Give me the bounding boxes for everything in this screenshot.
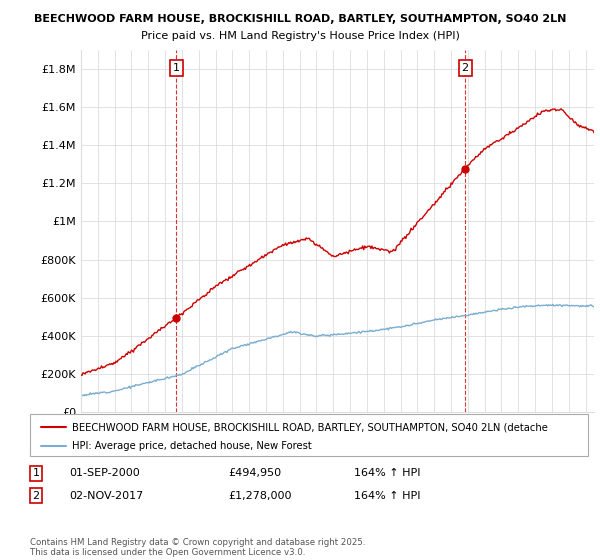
FancyBboxPatch shape [30, 414, 588, 456]
Text: HPI: Average price, detached house, New Forest: HPI: Average price, detached house, New … [72, 441, 311, 451]
Text: £494,950: £494,950 [228, 468, 281, 478]
Text: 1: 1 [173, 63, 180, 73]
Text: £1,278,000: £1,278,000 [228, 491, 292, 501]
Text: 02-NOV-2017: 02-NOV-2017 [69, 491, 143, 501]
Text: 2: 2 [461, 63, 469, 73]
Text: Contains HM Land Registry data © Crown copyright and database right 2025.
This d: Contains HM Land Registry data © Crown c… [30, 538, 365, 557]
Text: BEECHWOOD FARM HOUSE, BROCKISHILL ROAD, BARTLEY, SOUTHAMPTON, SO40 2LN (detache: BEECHWOOD FARM HOUSE, BROCKISHILL ROAD, … [72, 422, 548, 432]
Text: 164% ↑ HPI: 164% ↑ HPI [354, 468, 421, 478]
Text: Price paid vs. HM Land Registry's House Price Index (HPI): Price paid vs. HM Land Registry's House … [140, 31, 460, 41]
Text: 2: 2 [32, 491, 40, 501]
Text: 164% ↑ HPI: 164% ↑ HPI [354, 491, 421, 501]
Text: 1: 1 [32, 468, 40, 478]
Text: BEECHWOOD FARM HOUSE, BROCKISHILL ROAD, BARTLEY, SOUTHAMPTON, SO40 2LN: BEECHWOOD FARM HOUSE, BROCKISHILL ROAD, … [34, 14, 566, 24]
Text: 01-SEP-2000: 01-SEP-2000 [69, 468, 140, 478]
